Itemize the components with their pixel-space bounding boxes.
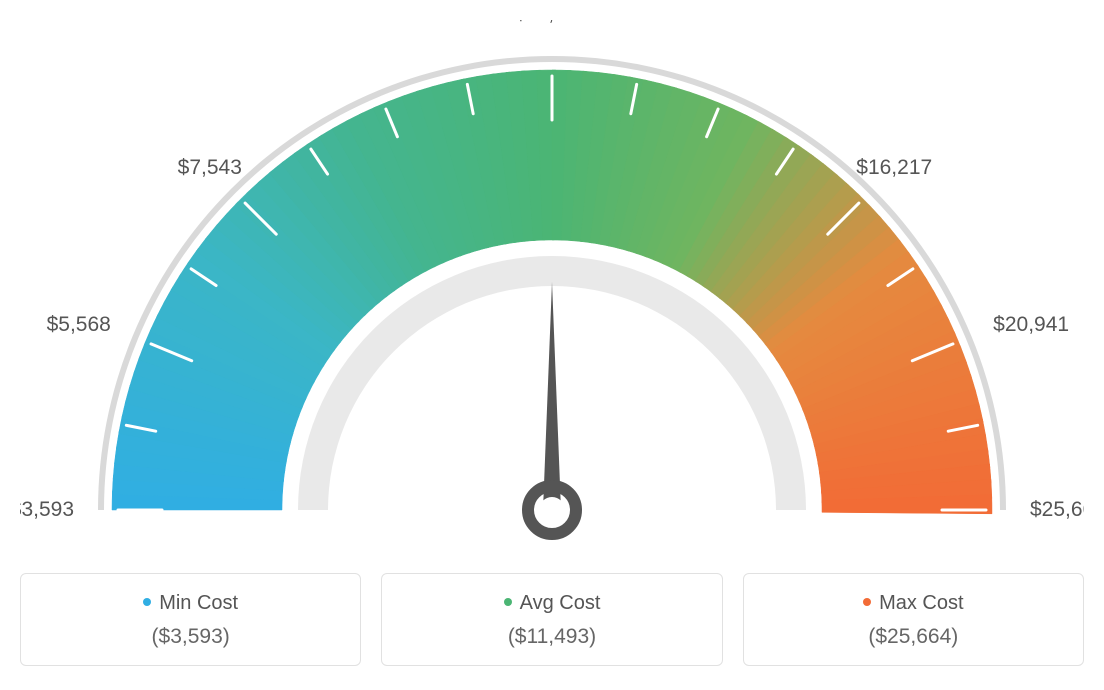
legend-dot-max xyxy=(863,598,871,606)
svg-text:$11,493: $11,493 xyxy=(515,20,589,25)
legend-title-avg: Avg Cost xyxy=(392,592,711,615)
svg-text:$25,664: $25,664 xyxy=(1030,498,1084,521)
svg-text:$7,543: $7,543 xyxy=(178,156,242,179)
legend-card-avg: Avg Cost ($11,493) xyxy=(381,573,722,666)
legend-label-max: Max Cost xyxy=(879,592,963,614)
legend-dot-avg xyxy=(504,598,512,606)
svg-text:$20,941: $20,941 xyxy=(993,313,1069,336)
legend-value-max: ($25,664) xyxy=(754,625,1073,649)
svg-text:$3,593: $3,593 xyxy=(20,498,74,521)
legend-value-min: ($3,593) xyxy=(31,625,350,649)
legend-value-avg: ($11,493) xyxy=(392,625,711,649)
cost-gauge-chart: $3,593 $5,568 $7,543 $11,493 $16,217 $20,941 $… xyxy=(20,20,1084,545)
legend-title-min: Min Cost xyxy=(31,592,350,615)
legend-dot-min xyxy=(143,598,151,606)
legend-card-max: Max Cost ($25,664) xyxy=(743,573,1084,666)
legend-title-max: Max Cost xyxy=(754,592,1073,615)
svg-text:$16,217: $16,217 xyxy=(856,156,932,179)
legend-label-min: Min Cost xyxy=(159,592,238,614)
svg-text:$5,568: $5,568 xyxy=(47,313,111,336)
legend-card-min: Min Cost ($3,593) xyxy=(20,573,361,666)
gauge-svg: $3,593 $5,568 $7,543 $11,493 $16,217 $20,941 $… xyxy=(20,20,1084,540)
legend-label-avg: Avg Cost xyxy=(520,592,601,614)
legend-row: Min Cost ($3,593) Avg Cost ($11,493) Max… xyxy=(20,573,1084,666)
